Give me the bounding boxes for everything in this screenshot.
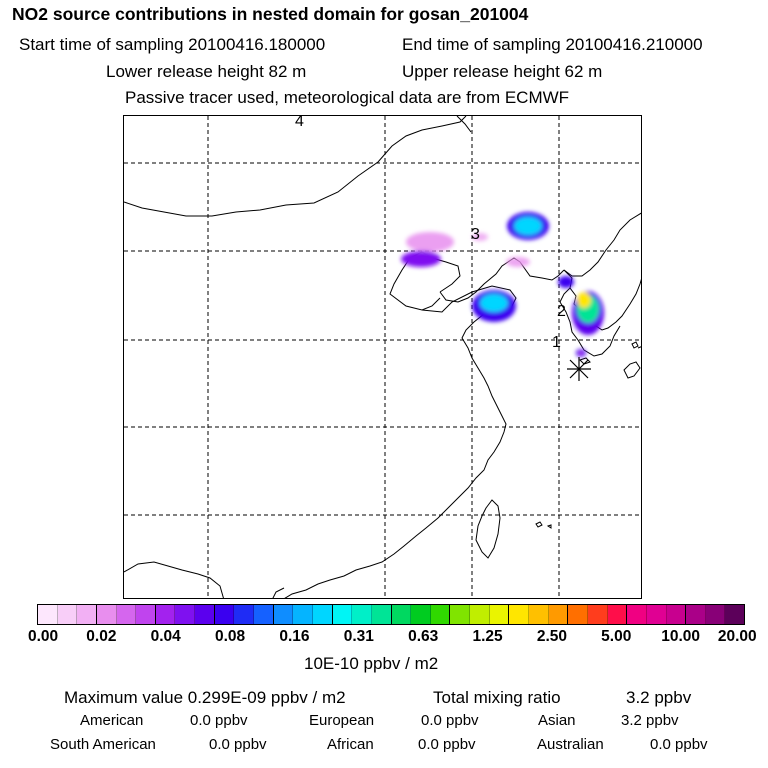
colorbar-segment bbox=[96, 605, 117, 624]
american-value: 0.0 ppbv bbox=[190, 712, 248, 729]
colorbar-segment bbox=[254, 605, 274, 624]
total-mixing-label: Total mixing ratio bbox=[433, 688, 561, 707]
colorbar-tick-label: 20.00 bbox=[717, 628, 757, 645]
colorbar-tick-label: 0.00 bbox=[27, 628, 59, 645]
colorbar-segment bbox=[607, 605, 628, 624]
source-label-2: 2 bbox=[557, 303, 566, 320]
lower-release-text: Lower release height 82 m bbox=[106, 62, 307, 81]
start-sampling-text: Start time of sampling 20100416.180000 bbox=[19, 35, 326, 54]
colorbar-segment bbox=[627, 605, 647, 624]
asian-label: Asian bbox=[538, 712, 576, 729]
tracer-note: Passive tracer used, meteorological data… bbox=[125, 88, 570, 107]
colorbar-segment bbox=[273, 605, 294, 624]
source-label-3: 3 bbox=[471, 226, 480, 243]
colorbar-tick-label: 0.08 bbox=[214, 628, 246, 645]
source-label-4: 4 bbox=[295, 115, 304, 130]
colorbar-segment bbox=[391, 605, 412, 624]
colorbar-segment bbox=[312, 605, 333, 624]
colorbar bbox=[37, 604, 745, 625]
european-label: European bbox=[309, 712, 375, 729]
colorbar-segment bbox=[57, 605, 78, 624]
colorbar-tick-label: 0.63 bbox=[408, 628, 439, 645]
concentration-field bbox=[401, 212, 604, 357]
australian-label: Australian bbox=[537, 736, 604, 753]
south-american-value: 0.0 ppbv bbox=[209, 736, 267, 753]
colorbar-segment bbox=[489, 605, 510, 624]
colorbar-segment bbox=[352, 605, 372, 624]
colorbar-tick-label: 0.31 bbox=[343, 628, 374, 645]
colorbar-tick-label: 0.16 bbox=[279, 628, 310, 645]
colorbar-segment bbox=[430, 605, 451, 624]
source-label-1: 1 bbox=[552, 334, 561, 351]
units-label: 10E-10 ppbv / m2 bbox=[304, 654, 439, 673]
map-panel: 4 3 2 1 bbox=[123, 115, 642, 599]
colorbar-tick-label: 1.25 bbox=[472, 628, 503, 645]
end-sampling-text: End time of sampling 20100416.210000 bbox=[402, 35, 703, 54]
african-value: 0.0 ppbv bbox=[418, 736, 476, 753]
colorbar-segment bbox=[116, 605, 137, 624]
colorbar-segment bbox=[646, 605, 667, 624]
grid-lines bbox=[124, 116, 641, 598]
total-mixing-value: 3.2 ppbv bbox=[626, 688, 692, 707]
colorbar-segment bbox=[587, 605, 608, 624]
asian-value: 3.2 ppbv bbox=[621, 712, 679, 729]
american-label: American bbox=[80, 712, 144, 729]
colorbar-segment bbox=[234, 605, 255, 624]
european-value: 0.0 ppbv bbox=[421, 712, 479, 729]
colorbar-segment bbox=[529, 605, 549, 624]
plot-title: NO2 source contributions in nested domai… bbox=[12, 4, 529, 24]
colorbar-segment bbox=[509, 605, 530, 624]
colorbar-segment bbox=[136, 605, 156, 624]
map-canvas bbox=[124, 116, 641, 598]
max-value-text: Maximum value 0.299E-09 ppbv / m2 bbox=[64, 688, 346, 707]
colorbar-segment bbox=[293, 605, 313, 624]
colorbar-segment bbox=[568, 605, 588, 624]
colorbar-segment bbox=[686, 605, 706, 624]
colorbar-tick-label: 10.00 bbox=[661, 628, 701, 645]
colorbar-segment bbox=[214, 605, 235, 624]
colorbar-segment bbox=[470, 605, 490, 624]
african-label: African bbox=[327, 736, 374, 753]
australian-value: 0.0 ppbv bbox=[650, 736, 708, 753]
colorbar-segment bbox=[450, 605, 471, 624]
colorbar-segment bbox=[155, 605, 176, 624]
colorbar-segment bbox=[725, 605, 745, 624]
colorbar-segment bbox=[705, 605, 726, 624]
colorbar-tick-label: 2.50 bbox=[536, 628, 567, 645]
colorbar-segment bbox=[195, 605, 215, 624]
colorbar-tick-label: 0.04 bbox=[150, 628, 181, 645]
receptor-star-icon bbox=[567, 357, 591, 381]
upper-release-text: Upper release height 62 m bbox=[402, 62, 603, 81]
colorbar-segment bbox=[77, 605, 97, 624]
coastlines bbox=[124, 116, 641, 598]
south-american-label: South American bbox=[50, 736, 156, 753]
colorbar-tick-label: 0.02 bbox=[86, 628, 117, 645]
colorbar-segment bbox=[666, 605, 687, 624]
colorbar-segment bbox=[411, 605, 431, 624]
colorbar-segment bbox=[175, 605, 196, 624]
colorbar-segment bbox=[548, 605, 569, 624]
colorbar-segment bbox=[332, 605, 353, 624]
colorbar-segment bbox=[38, 605, 58, 624]
colorbar-tick-label: 5.00 bbox=[601, 628, 632, 645]
colorbar-segment bbox=[371, 605, 392, 624]
